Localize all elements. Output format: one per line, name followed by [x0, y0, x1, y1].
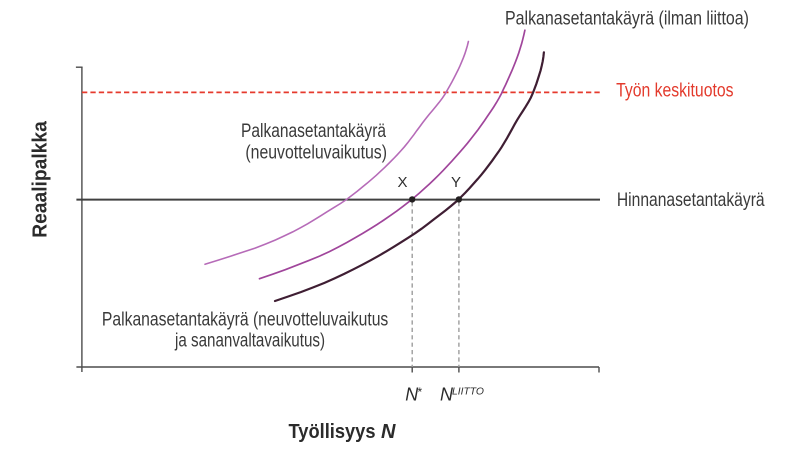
svg-text:*: * — [418, 385, 423, 399]
svg-text:X: X — [398, 174, 408, 191]
svg-text:N: N — [405, 384, 419, 404]
svg-text:Palkanasetantakäyrä (ilman lii: Palkanasetantakäyrä (ilman liittoa) — [505, 8, 749, 30]
svg-text:Palkanasetantakäyrä (neuvottel: Palkanasetantakäyrä (neuvotteluvaikutus — [102, 310, 388, 331]
svg-text:N: N — [440, 384, 454, 404]
svg-text:ja sananvaltavaikutus): ja sananvaltavaikutus) — [174, 331, 325, 352]
svg-text:LIITTO: LIITTO — [452, 385, 484, 397]
svg-text:Palkanasetantakäyrä: Palkanasetantakäyrä — [241, 121, 386, 142]
svg-text:Y: Y — [451, 174, 461, 191]
svg-text:Hinnanasetantakäyrä: Hinnanasetantakäyrä — [617, 189, 765, 211]
svg-text:Työn keskituotos: Työn keskituotos — [616, 80, 734, 102]
svg-text:(neuvotteluvaikutus): (neuvotteluvaikutus) — [245, 142, 387, 163]
svg-text:Työllisyys: Työllisyys — [289, 421, 376, 443]
svg-text:N: N — [381, 421, 396, 443]
svg-text:Reaalipalkka: Reaalipalkka — [30, 120, 52, 237]
